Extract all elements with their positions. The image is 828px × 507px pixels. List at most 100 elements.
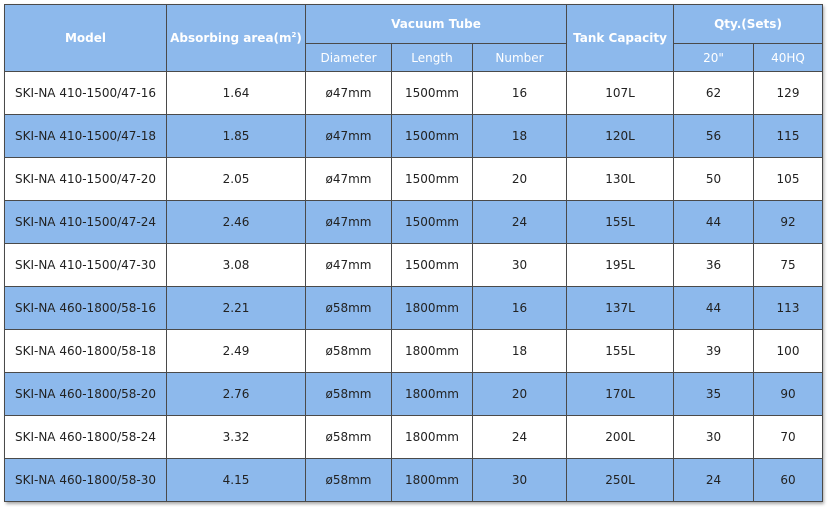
header-row-sub: Diameter Length Number 20" 40HQ <box>5 43 824 72</box>
table-row: SKI-NA 410-1500/47-30 3.08 ø47mm 1500mm 30 19… <box>4 243 824 287</box>
cell-diameter: ø58mm <box>305 329 392 373</box>
cell-absorbing-area: 3.08 <box>166 243 306 287</box>
header-vacuum-tube: Vacuum Tube <box>305 4 567 44</box>
header-number: Number <box>472 43 567 72</box>
table-row: SKI-NA 410-1500/47-20 2.05 ø47mm 1500mm 20 13… <box>4 157 824 201</box>
cell-qty-20: 36 <box>673 243 754 287</box>
cell-tank-capacity: 200L <box>566 415 674 459</box>
cell-qty-20: 44 <box>673 286 754 330</box>
cell-absorbing-area: 1.64 <box>166 71 306 115</box>
solar-water-heater-spec-table: Model Absorbing area(m2) Vacuum Tube Tan… <box>4 4 824 502</box>
cell-absorbing-area: 2.49 <box>166 329 306 373</box>
table-row: SKI-NA 410-1500/47-16 1.64 ø47mm 1500mm 16 10… <box>4 71 824 115</box>
cell-diameter: ø58mm <box>305 286 392 330</box>
cell-model: SKI-NA 460-1800/58-18 <box>4 329 167 373</box>
cell-qty-20: 39 <box>673 329 754 373</box>
cell-qty-20: 44 <box>673 200 754 244</box>
cell-qty-40hq: 129 <box>752 71 824 115</box>
cell-qty-40hq: 100 <box>752 329 824 373</box>
cell-model: SKI-NA 410-1500/47-16 <box>4 71 167 115</box>
cell-tank-capacity: 107L <box>566 71 674 115</box>
cell-model: SKI-NA 460-1800/58-20 <box>4 372 167 416</box>
header-length: Length <box>391 43 473 72</box>
cell-absorbing-area: 2.21 <box>166 286 306 330</box>
cell-number: 18 <box>472 329 567 373</box>
cell-length: 1500mm <box>391 200 473 244</box>
table-row: SKI-NA 460-1800/58-16 2.21 ø58mm 1800mm 16 13… <box>4 286 824 330</box>
cell-length: 1800mm <box>391 458 473 502</box>
header-tank-capacity: Tank Capacity <box>566 4 674 72</box>
cell-model: SKI-NA 460-1800/58-30 <box>4 458 167 502</box>
cell-qty-40hq: 90 <box>752 372 824 416</box>
header-qty: Qty.(Sets) <box>672 4 824 44</box>
cell-length: 1800mm <box>391 415 473 459</box>
cell-number: 16 <box>472 71 567 115</box>
cell-qty-20: 30 <box>673 415 754 459</box>
cell-qty-40hq: 105 <box>752 157 824 201</box>
cell-absorbing-area: 2.76 <box>166 372 306 416</box>
table-row: SKI-NA 460-1800/58-18 2.49 ø58mm 1800mm 18 15… <box>4 329 824 373</box>
cell-length: 1500mm <box>391 71 473 115</box>
cell-model: SKI-NA 460-1800/58-16 <box>4 286 167 330</box>
cell-qty-40hq: 92 <box>752 200 824 244</box>
header-qty-40hq: 40HQ <box>752 43 824 72</box>
header-absorbing-area: Absorbing area(m2) <box>166 4 306 72</box>
cell-tank-capacity: 120L <box>566 114 674 158</box>
cell-number: 16 <box>472 286 567 330</box>
cell-number: 20 <box>472 372 567 416</box>
cell-model: SKI-NA 410-1500/47-24 <box>4 200 167 244</box>
cell-qty-40hq: 60 <box>752 458 824 502</box>
cell-diameter: ø58mm <box>305 372 392 416</box>
cell-length: 1800mm <box>391 372 473 416</box>
cell-length: 1500mm <box>391 243 473 287</box>
cell-absorbing-area: 1.85 <box>166 114 306 158</box>
cell-diameter: ø47mm <box>305 243 392 287</box>
header-model: Model <box>4 4 167 72</box>
cell-qty-40hq: 115 <box>752 114 824 158</box>
cell-length: 1500mm <box>391 157 473 201</box>
cell-length: 1800mm <box>391 329 473 373</box>
cell-absorbing-area: 4.15 <box>166 458 306 502</box>
cell-qty-20: 50 <box>673 157 754 201</box>
cell-diameter: ø47mm <box>305 114 392 158</box>
cell-qty-20: 62 <box>673 71 754 115</box>
cell-qty-40hq: 75 <box>752 243 824 287</box>
header-absorbing-area-superscript: 2 <box>291 31 297 39</box>
cell-diameter: ø47mm <box>305 157 392 201</box>
cell-absorbing-area: 3.32 <box>166 415 306 459</box>
table-row: SKI-NA 460-1800/58-24 3.32 ø58mm 1800mm 24 20… <box>4 415 824 459</box>
header-absorbing-area-label: Absorbing area(m <box>170 31 292 45</box>
header-row-top: Model Absorbing area(m2) Vacuum Tube Tan… <box>4 4 824 72</box>
cell-tank-capacity: 137L <box>566 286 674 330</box>
cell-qty-20: 35 <box>673 372 754 416</box>
cell-number: 24 <box>472 200 567 244</box>
table-row: SKI-NA 410-1500/47-18 1.85 ø47mm 1500mm 18 12… <box>4 114 824 158</box>
cell-tank-capacity: 155L <box>566 200 674 244</box>
cell-diameter: ø58mm <box>305 458 392 502</box>
cell-tank-capacity: 155L <box>566 329 674 373</box>
cell-absorbing-area: 2.05 <box>166 157 306 201</box>
cell-tank-capacity: 170L <box>566 372 674 416</box>
header-absorbing-area-close: ) <box>296 31 302 45</box>
header-diameter: Diameter <box>305 43 392 72</box>
cell-qty-20: 24 <box>673 458 754 502</box>
cell-qty-20: 56 <box>673 114 754 158</box>
cell-absorbing-area: 2.46 <box>166 200 306 244</box>
cell-tank-capacity: 195L <box>566 243 674 287</box>
cell-length: 1500mm <box>391 114 473 158</box>
cell-number: 24 <box>472 415 567 459</box>
cell-qty-40hq: 70 <box>752 415 824 459</box>
cell-number: 30 <box>472 458 567 502</box>
table-row: SKI-NA 410-1500/47-24 2.46 ø47mm 1500mm 24 15… <box>4 200 824 244</box>
spec-table-container: Model Absorbing area(m2) Vacuum Tube Tan… <box>4 4 824 502</box>
cell-tank-capacity: 130L <box>566 157 674 201</box>
table-header: Model Absorbing area(m2) Vacuum Tube Tan… <box>4 4 824 72</box>
cell-number: 20 <box>472 157 567 201</box>
cell-tank-capacity: 250L <box>566 458 674 502</box>
header-qty-20: 20" <box>673 43 754 72</box>
table-row: SKI-NA 460-1800/58-30 4.15 ø58mm 1800mm 30 25… <box>4 458 824 502</box>
table-row: SKI-NA 460-1800/58-20 2.76 ø58mm 1800mm 20 17… <box>4 372 824 416</box>
cell-number: 30 <box>472 243 567 287</box>
cell-model: SKI-NA 460-1800/58-24 <box>4 415 167 459</box>
cell-qty-40hq: 113 <box>752 286 824 330</box>
